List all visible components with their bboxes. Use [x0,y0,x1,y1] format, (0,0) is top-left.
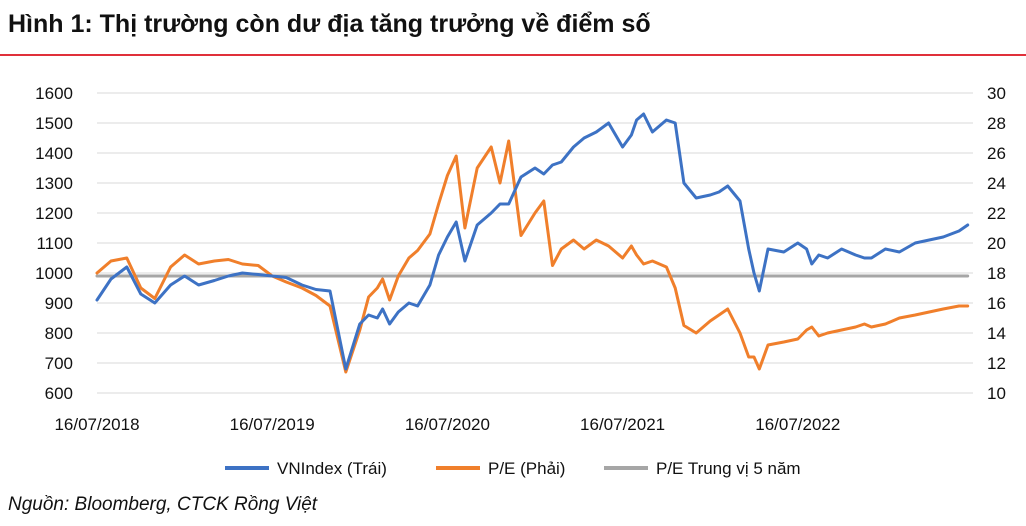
line-chart: 600 700 800 900 1000 1100 1200 1300 1400 1500 1600… [35,84,1006,478]
y-left-tick-label: 1400 [35,144,73,163]
series-lines [95,112,970,374]
gridlines [97,92,973,394]
x-tick-label: 16/07/2022 [755,415,840,434]
y-right-ticks: 10 12 14 16 18 20 22 24 26 28 30 [987,84,1006,403]
y-left-tick-label: 700 [45,354,73,373]
y-right-tick-label: 30 [987,84,1006,103]
y-left-tick-label: 600 [45,384,73,403]
y-right-tick-label: 26 [987,144,1006,163]
title-rule [0,54,1026,56]
y-left-tick-label: 1100 [36,234,73,253]
y-right-tick-label: 16 [987,294,1006,313]
y-left-tick-label: 900 [45,294,73,313]
x-tick-label: 16/07/2021 [580,415,665,434]
legend-label: P/E (Phải) [488,459,565,478]
series-line-1 [95,139,970,374]
x-tick-label: 16/07/2020 [405,415,490,434]
source-note: Nguồn: Bloomberg, CTCK Rồng Việt [8,494,318,515]
y-right-tick-label: 24 [987,174,1006,193]
x-tick-label: 16/07/2019 [230,415,315,434]
y-right-tick-label: 12 [987,354,1006,373]
legend: VNIndex (Trái) P/E (Phải) P/E Trung vị 5 n… [225,459,801,478]
y-right-tick-label: 22 [987,204,1006,223]
y-left-tick-label: 1600 [35,84,73,103]
y-left-tick-label: 800 [45,324,73,343]
y-left-tick-label: 1000 [35,264,73,283]
legend-label: P/E Trung vị 5 năm [656,459,801,478]
y-left-tick-label: 1200 [35,204,73,223]
y-right-tick-label: 10 [987,384,1006,403]
y-left-tick-label: 1300 [35,174,73,193]
y-left-tick-label: 1500 [35,114,73,133]
x-ticks: 16/07/2018 16/07/2019 16/07/2020 16/07/2021… [54,415,840,434]
y-left-ticks: 600 700 800 900 1000 1100 1200 1300 1400 1500 1600 [35,84,73,403]
figure-title: Hình 1: Thị trường còn dư địa tăng trưởn… [8,10,651,38]
y-right-tick-label: 14 [987,324,1006,343]
y-right-tick-label: 28 [987,114,1006,133]
x-tick-label: 16/07/2018 [54,415,139,434]
legend-label: VNIndex (Trái) [277,459,387,478]
y-right-tick-label: 18 [987,264,1006,283]
series-line-0 [95,112,970,371]
y-right-tick-label: 20 [987,234,1006,253]
